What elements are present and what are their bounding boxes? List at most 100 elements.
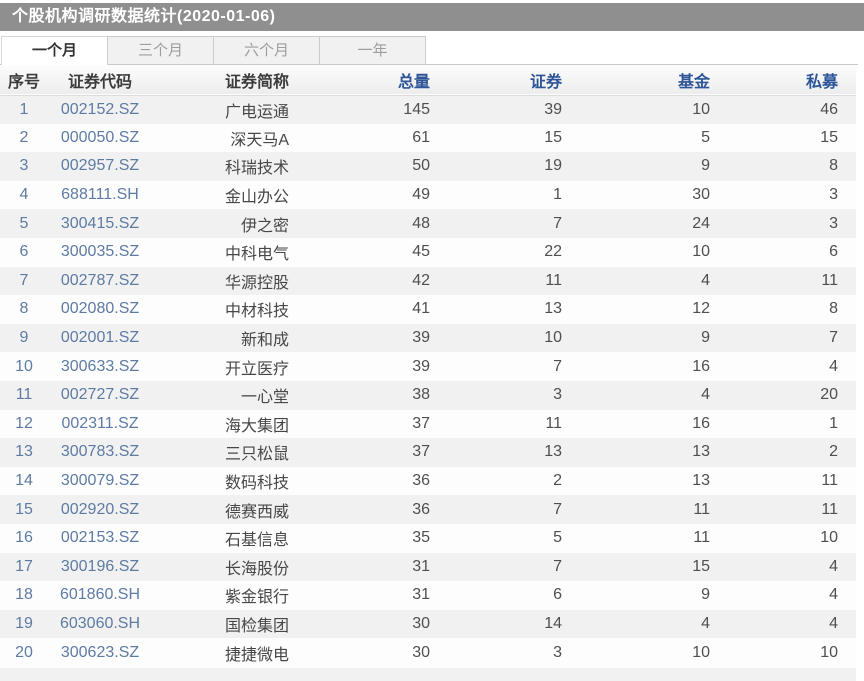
private-cell: 3 — [829, 186, 838, 204]
code-cell[interactable]: 603060.SH — [59, 614, 141, 632]
table-row: 6 300035.SZ 中科电气 45 22 10 6 — [0, 237, 856, 267]
name-cell: 捷捷微电 — [224, 646, 289, 664]
col-header-private[interactable]: 私募 — [805, 73, 838, 91]
securities-cell: 13 — [544, 300, 562, 318]
rank-cell: 18 — [15, 586, 33, 604]
name-cell: 石基信息 — [224, 532, 289, 550]
code-cell[interactable]: 002080.SZ — [60, 300, 140, 318]
table-row: 5 300415.SZ 伊之密 48 7 24 3 — [0, 209, 856, 238]
code-cell[interactable]: 002153.SZ — [60, 529, 140, 547]
footer-strip — [0, 667, 856, 681]
securities-cell: 3 — [553, 386, 562, 404]
page-title: 个股机构调研数据统计(2020-01-06) — [12, 8, 276, 25]
securities-cell: 3 — [553, 643, 562, 661]
code-cell[interactable]: 002311.SZ — [61, 414, 139, 432]
securities-cell: 6 — [553, 586, 562, 604]
securities-cell: 7 — [553, 357, 562, 375]
name-cell: 一心堂 — [240, 389, 289, 407]
title-bar: 个股机构调研数据统计(2020-01-06) — [0, 3, 864, 31]
fund-cell: 9 — [701, 586, 710, 604]
private-cell: 6 — [829, 243, 838, 261]
research-table: 序号 证券代码 证券简称 总量 证券 基金 私募 1 002152.SZ 广电运通 1… — [0, 65, 856, 667]
rank-cell: 19 — [15, 614, 33, 632]
table-row: 4 688111.SH 金山办公 49 1 30 3 — [0, 180, 856, 210]
col-header-fund[interactable]: 基金 — [677, 73, 710, 91]
table-row: 13 300783.SZ 三只松鼠 37 13 13 2 — [0, 438, 856, 467]
table-row: 19 603060.SH 国检集团 30 14 4 4 — [0, 609, 856, 639]
code-cell[interactable]: 002920.SZ — [60, 500, 140, 518]
total-cell: 31 — [412, 557, 430, 575]
private-cell: 3 — [829, 214, 838, 232]
total-cell: 37 — [412, 443, 430, 461]
total-cell: 49 — [412, 186, 430, 204]
fund-cell: 12 — [692, 300, 710, 318]
securities-cell: 15 — [544, 128, 562, 146]
name-cell: 中材科技 — [224, 303, 289, 321]
code-cell[interactable]: 002152.SZ — [60, 100, 140, 118]
private-cell: 15 — [820, 128, 838, 146]
period-tab-2[interactable]: 三个月 — [107, 36, 214, 64]
total-cell: 145 — [403, 100, 430, 118]
total-cell: 36 — [412, 500, 430, 518]
total-cell: 39 — [412, 329, 430, 347]
private-cell: 7 — [829, 329, 838, 347]
fund-cell: 9 — [701, 157, 710, 175]
col-header-securities[interactable]: 证券 — [529, 73, 562, 91]
rank-cell: 11 — [15, 386, 33, 404]
total-cell: 48 — [412, 214, 430, 232]
name-cell: 金山办公 — [224, 189, 289, 207]
securities-cell: 22 — [544, 243, 562, 261]
fund-cell: 11 — [693, 529, 710, 547]
code-cell[interactable]: 300196.SZ — [60, 557, 140, 575]
col-header-rank: 序号 — [7, 73, 40, 91]
fund-cell: 11 — [693, 500, 710, 518]
code-cell[interactable]: 601860.SH — [59, 586, 141, 604]
rank-cell: 10 — [15, 357, 33, 375]
total-cell: 61 — [412, 128, 430, 146]
securities-cell: 14 — [544, 614, 562, 632]
code-cell[interactable]: 000050.SZ — [60, 128, 140, 146]
fund-cell: 15 — [692, 557, 710, 575]
code-cell[interactable]: 300783.SZ — [60, 443, 140, 461]
securities-cell: 7 — [553, 214, 562, 232]
code-cell[interactable]: 300623.SZ — [60, 643, 140, 661]
total-cell: 31 — [412, 586, 430, 604]
fund-cell: 4 — [701, 271, 710, 289]
code-cell[interactable]: 300633.SZ — [60, 357, 140, 375]
fund-cell: 5 — [701, 128, 710, 146]
name-cell: 中科电气 — [224, 246, 289, 264]
code-cell[interactable]: 002001.SZ — [60, 329, 140, 347]
period-tab-3[interactable]: 六个月 — [213, 36, 320, 64]
period-tab-1[interactable]: 一个月 — [1, 36, 108, 65]
rank-cell: 5 — [19, 214, 29, 232]
code-cell[interactable]: 300079.SZ — [60, 472, 140, 490]
period-tab-4[interactable]: 一年 — [319, 36, 426, 64]
name-cell: 广电运通 — [224, 103, 289, 121]
total-cell: 41 — [412, 300, 430, 318]
fund-cell: 4 — [701, 614, 710, 632]
code-cell[interactable]: 002727.SZ — [60, 386, 140, 404]
securities-cell: 7 — [553, 557, 562, 575]
table-row: 12 002311.SZ 海大集团 37 11 16 1 — [0, 409, 856, 439]
rank-cell: 2 — [19, 128, 29, 146]
code-cell[interactable]: 002957.SZ — [60, 157, 140, 175]
table-row: 10 300633.SZ 开立医疗 39 7 16 4 — [0, 352, 856, 381]
private-cell: 11 — [821, 271, 838, 289]
securities-cell: 1 — [553, 186, 562, 204]
name-cell: 数码科技 — [224, 475, 289, 493]
fund-cell: 10 — [692, 243, 710, 261]
code-cell[interactable]: 300415.SZ — [60, 214, 140, 232]
fund-cell: 13 — [692, 443, 710, 461]
name-cell: 新和成 — [240, 332, 289, 350]
table-row: 9 002001.SZ 新和成 39 10 9 7 — [0, 323, 856, 353]
code-cell[interactable]: 002787.SZ — [60, 271, 140, 289]
code-cell[interactable]: 688111.SH — [61, 186, 139, 204]
col-header-total[interactable]: 总量 — [397, 73, 430, 91]
rank-cell: 15 — [15, 500, 33, 518]
rank-cell: 13 — [15, 443, 33, 461]
private-cell: 10 — [820, 643, 838, 661]
name-cell: 德赛西威 — [224, 503, 289, 521]
table-row: 3 002957.SZ 科瑞技术 50 19 9 8 — [0, 152, 856, 181]
code-cell[interactable]: 300035.SZ — [60, 243, 140, 261]
private-cell: 11 — [821, 500, 838, 518]
